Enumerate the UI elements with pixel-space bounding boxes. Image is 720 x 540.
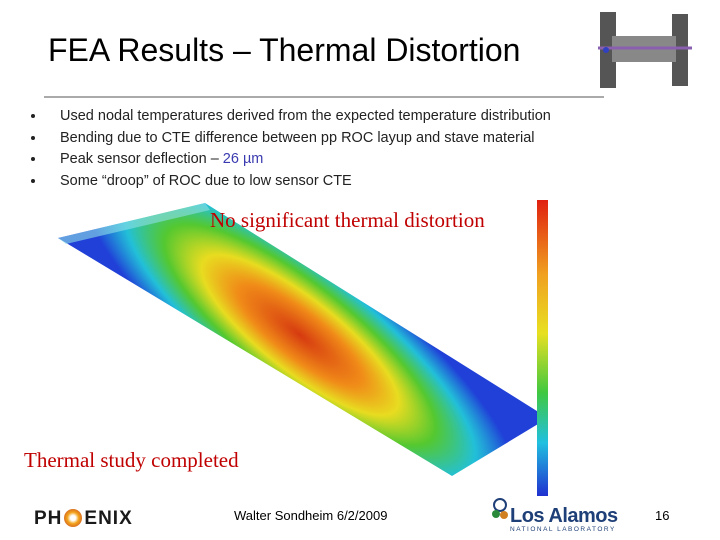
bullet: Peak sensor deflection –26 µm: [46, 149, 551, 171]
lanl-mark: [492, 498, 508, 519]
color-scale: [537, 200, 548, 496]
footer-author: Walter Sondheim 6/2/2009: [234, 508, 388, 523]
bullet: Some “droop” of ROC due to low sensor CT…: [46, 171, 551, 193]
logo-text: ENIX: [84, 508, 133, 529]
fea-strip: [58, 203, 548, 476]
callout: Thermal study completed: [24, 448, 239, 472]
los-alamos-logo: Los Alamos NATIONAL LABORATORY: [510, 505, 618, 533]
strip-edge: [58, 203, 210, 244]
title-rule: [44, 96, 604, 98]
bullet-text: Peak sensor deflection –: [60, 151, 219, 167]
bullet-list: Used nodal temperatures derived from the…: [18, 106, 551, 192]
slide-title: FEA Results – Thermal Distortion: [48, 32, 521, 68]
bullet: Used nodal temperatures derived from the…: [46, 106, 551, 128]
detector-image: [598, 12, 692, 88]
phenix-logo: PH ENIX: [34, 508, 133, 530]
bullet-highlight: 26 µm: [222, 151, 264, 167]
logo-text: PH: [34, 508, 63, 529]
callout: No significant thermal distortion: [210, 208, 485, 232]
logo-sun: [64, 509, 83, 527]
logo-text: Los Alamos: [510, 505, 618, 527]
bullet: Bending due to CTE difference between pp…: [46, 128, 551, 150]
page-number: 16: [655, 508, 670, 523]
logo-subtext: NATIONAL LABORATORY: [510, 526, 616, 533]
